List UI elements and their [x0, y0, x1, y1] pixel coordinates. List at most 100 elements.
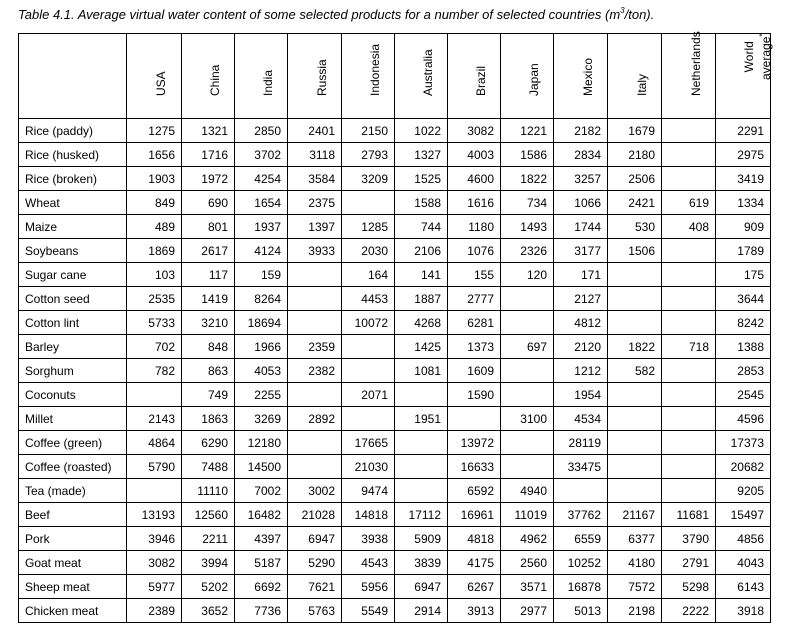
value-cell: 1081 [394, 358, 448, 383]
value-cell: 3644 [715, 286, 771, 311]
value-cell: 1789 [715, 238, 771, 263]
table-row: Wheat 849 690 1654 2375 1588 1616 734 1066 2421 61… [18, 190, 771, 215]
value-cell: 2389 [126, 598, 182, 623]
value-cell: 5290 [287, 550, 342, 575]
value-cell: 801 [181, 214, 235, 239]
column-header: China [181, 33, 235, 119]
value-cell: 6559 [553, 526, 608, 551]
table-row: Chicken meat 2389 3652 7736 5763 5549 2914 3913… [18, 598, 771, 623]
header-row: USA China India Russia Indonesia Australia Bra… [18, 31, 773, 119]
value-cell: 1373 [447, 334, 501, 359]
value-cell: 21167 [607, 502, 662, 527]
value-cell: 697 [500, 334, 554, 359]
value-cell: 18694 [234, 310, 288, 335]
value-cell: 3994 [181, 550, 235, 575]
value-cell [661, 286, 716, 311]
value-cell: 20682 [715, 454, 771, 479]
value-cell: 1221 [500, 118, 554, 143]
caption-text: Table 4.1. Average virtual water content… [18, 7, 621, 22]
column-header-label: Australia [421, 49, 435, 96]
value-cell: 3652 [181, 598, 235, 623]
value-cell: 3269 [234, 406, 288, 431]
value-cell [661, 406, 716, 431]
table-row: Maize 489 801 1937 1397 1285 744 1180 1493 1744 53… [18, 214, 771, 239]
value-cell: 2291 [715, 118, 771, 143]
value-cell: 2211 [181, 526, 235, 551]
product-name: Coconuts [18, 382, 127, 407]
value-cell: 159 [234, 262, 288, 287]
value-cell: 11019 [500, 502, 554, 527]
value-cell: 6143 [715, 574, 771, 599]
value-cell: 1869 [126, 238, 182, 263]
value-cell: 11110 [181, 478, 235, 503]
value-cell: 13193 [126, 502, 182, 527]
value-cell: 2892 [287, 406, 342, 431]
value-cell: 744 [394, 214, 448, 239]
product-name: Cotton lint [18, 310, 127, 335]
value-cell: 1937 [234, 214, 288, 239]
virtual-water-table: USA China India Russia Indonesia Australia Bra… [18, 31, 773, 623]
value-cell: 4053 [234, 358, 288, 383]
value-cell: 1609 [447, 358, 501, 383]
table-row: Millet 2143 1863 3269 2892 1951 3100 4534 4596 [18, 406, 771, 431]
value-cell: 6692 [234, 574, 288, 599]
value-cell [607, 430, 662, 455]
product-name: Sorghum [18, 358, 127, 383]
value-cell: 1744 [553, 214, 608, 239]
value-cell [287, 310, 342, 335]
table-row: Rice (husked) 1656 1716 3702 3118 2793 1327 400… [18, 142, 771, 167]
value-cell: 2198 [607, 598, 662, 623]
value-cell [447, 406, 501, 431]
value-cell: 2255 [234, 382, 288, 407]
value-cell: 702 [126, 334, 182, 359]
value-cell [394, 478, 448, 503]
value-cell [287, 262, 342, 287]
value-cell: 1954 [553, 382, 608, 407]
value-cell [661, 478, 716, 503]
value-cell: 1863 [181, 406, 235, 431]
value-cell: 849 [126, 190, 182, 215]
value-cell: 2853 [715, 358, 771, 383]
value-cell: 3839 [394, 550, 448, 575]
value-cell [661, 142, 716, 167]
value-cell: 2975 [715, 142, 771, 167]
value-cell: 2560 [500, 550, 554, 575]
value-cell: 9474 [341, 478, 395, 503]
value-cell: 3419 [715, 166, 771, 191]
value-cell: 2977 [500, 598, 554, 623]
value-cell [661, 118, 716, 143]
value-cell: 5763 [287, 598, 342, 623]
value-cell: 33475 [553, 454, 608, 479]
value-cell [661, 262, 716, 287]
table-row: Pork 3946 2211 4397 6947 3938 5909 4818 4962 6559… [18, 526, 771, 551]
value-cell: 16633 [447, 454, 501, 479]
caption-text-end: /ton). [624, 7, 655, 22]
value-cell: 3913 [447, 598, 501, 623]
value-cell [661, 310, 716, 335]
value-cell: 4180 [607, 550, 662, 575]
value-cell: 3702 [234, 142, 288, 167]
value-cell: 2850 [234, 118, 288, 143]
value-cell: 2401 [287, 118, 342, 143]
product-name: Pork [18, 526, 127, 551]
value-cell: 3790 [661, 526, 716, 551]
product-name: Chicken meat [18, 598, 127, 623]
value-cell [553, 478, 608, 503]
value-cell: 4003 [447, 142, 501, 167]
value-cell [661, 238, 716, 263]
value-cell: 10252 [553, 550, 608, 575]
value-cell: 17665 [341, 430, 395, 455]
value-cell: 1590 [447, 382, 501, 407]
value-cell: 1425 [394, 334, 448, 359]
value-cell: 1506 [607, 238, 662, 263]
column-header: India [234, 33, 288, 119]
value-cell: 2359 [287, 334, 342, 359]
value-cell: 6267 [447, 574, 501, 599]
value-cell [500, 310, 554, 335]
value-cell [607, 262, 662, 287]
value-cell: 6290 [181, 430, 235, 455]
value-cell: 1822 [607, 334, 662, 359]
value-cell: 1275 [126, 118, 182, 143]
table-row: Tea (made) 11110 7002 3002 9474 6592 4940 9205 [18, 478, 771, 503]
table-row: Goat meat 3082 3994 5187 5290 4543 3839 4175 256… [18, 550, 771, 575]
